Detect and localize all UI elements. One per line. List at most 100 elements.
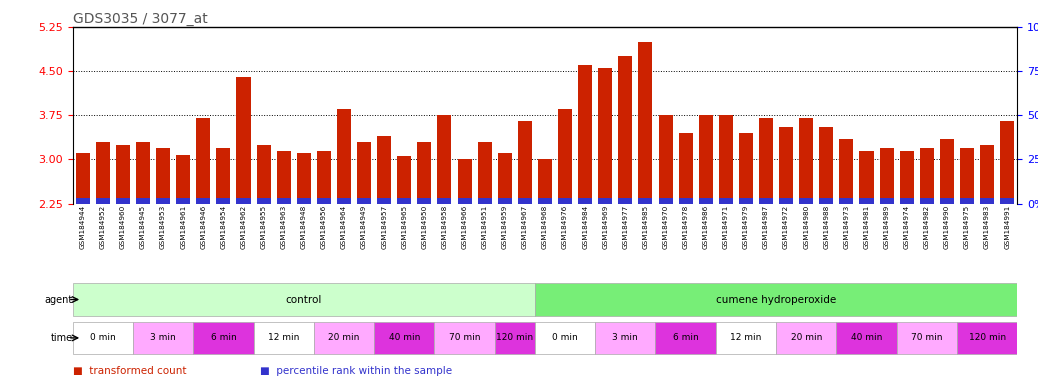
Bar: [317, 198, 331, 204]
Bar: [879, 198, 894, 204]
Bar: [377, 198, 391, 204]
Text: GDS3035 / 3077_at: GDS3035 / 3077_at: [73, 12, 208, 26]
Bar: [216, 147, 230, 204]
Bar: [477, 198, 492, 204]
Bar: [920, 147, 934, 204]
Bar: [900, 151, 913, 204]
Bar: [939, 139, 954, 204]
Bar: [598, 198, 612, 204]
Bar: [578, 198, 592, 204]
Bar: [518, 198, 531, 204]
Bar: [73, 322, 133, 354]
Text: 70 min: 70 min: [448, 333, 481, 343]
Text: 0 min: 0 min: [552, 333, 578, 343]
Bar: [156, 147, 170, 204]
Bar: [960, 198, 974, 204]
Bar: [95, 142, 110, 204]
Bar: [253, 322, 313, 354]
Bar: [116, 145, 130, 204]
Bar: [76, 154, 89, 204]
Bar: [398, 198, 411, 204]
Bar: [458, 159, 471, 204]
Bar: [156, 198, 170, 204]
Bar: [277, 151, 291, 204]
Bar: [196, 118, 211, 204]
Bar: [780, 127, 793, 204]
Bar: [598, 68, 612, 204]
Bar: [900, 198, 913, 204]
Text: 6 min: 6 min: [211, 333, 237, 343]
Bar: [679, 198, 692, 204]
Bar: [739, 198, 753, 204]
Bar: [297, 154, 310, 204]
Bar: [718, 115, 733, 204]
Bar: [638, 198, 653, 204]
Bar: [776, 322, 837, 354]
Text: 120 min: 120 min: [968, 333, 1006, 343]
Bar: [658, 115, 673, 204]
Bar: [679, 133, 692, 204]
Bar: [76, 198, 89, 204]
Bar: [196, 198, 211, 204]
Bar: [658, 198, 673, 204]
Text: 3 min: 3 min: [151, 333, 176, 343]
Text: 20 min: 20 min: [328, 333, 359, 343]
Bar: [317, 151, 331, 204]
Bar: [477, 142, 492, 204]
Bar: [535, 322, 595, 354]
Bar: [939, 198, 954, 204]
Bar: [980, 198, 994, 204]
Bar: [377, 136, 391, 204]
Bar: [718, 198, 733, 204]
Bar: [458, 198, 471, 204]
Bar: [960, 147, 974, 204]
Bar: [136, 198, 151, 204]
Bar: [216, 198, 230, 204]
Bar: [237, 198, 250, 204]
Text: 20 min: 20 min: [791, 333, 822, 343]
Bar: [73, 283, 535, 316]
Bar: [920, 198, 934, 204]
Text: time: time: [51, 333, 73, 343]
Bar: [1001, 121, 1014, 204]
Text: 3 min: 3 min: [612, 333, 638, 343]
Bar: [277, 198, 291, 204]
Bar: [237, 77, 250, 204]
Text: 40 min: 40 min: [388, 333, 420, 343]
Bar: [357, 198, 372, 204]
Bar: [799, 198, 813, 204]
Bar: [780, 198, 793, 204]
Text: 0 min: 0 min: [90, 333, 115, 343]
Text: 12 min: 12 min: [268, 333, 299, 343]
Bar: [859, 198, 874, 204]
Bar: [739, 133, 753, 204]
Bar: [417, 198, 432, 204]
Bar: [398, 156, 411, 204]
Bar: [176, 198, 190, 204]
Bar: [357, 142, 372, 204]
Bar: [116, 198, 130, 204]
Bar: [498, 154, 512, 204]
Bar: [699, 115, 713, 204]
Bar: [374, 322, 435, 354]
Bar: [655, 322, 716, 354]
Bar: [819, 127, 834, 204]
Bar: [498, 198, 512, 204]
Text: ■  transformed count: ■ transformed count: [73, 366, 186, 376]
Bar: [840, 198, 853, 204]
Bar: [437, 198, 452, 204]
Bar: [313, 322, 374, 354]
Bar: [535, 283, 1017, 316]
Bar: [297, 198, 310, 204]
Bar: [417, 142, 432, 204]
Text: cumene hydroperoxide: cumene hydroperoxide: [716, 295, 837, 305]
Bar: [957, 322, 1017, 354]
Bar: [337, 109, 351, 204]
Bar: [437, 115, 452, 204]
Bar: [799, 118, 813, 204]
Bar: [879, 147, 894, 204]
Bar: [837, 322, 897, 354]
Text: 12 min: 12 min: [731, 333, 762, 343]
Bar: [897, 322, 957, 354]
Text: 70 min: 70 min: [911, 333, 943, 343]
